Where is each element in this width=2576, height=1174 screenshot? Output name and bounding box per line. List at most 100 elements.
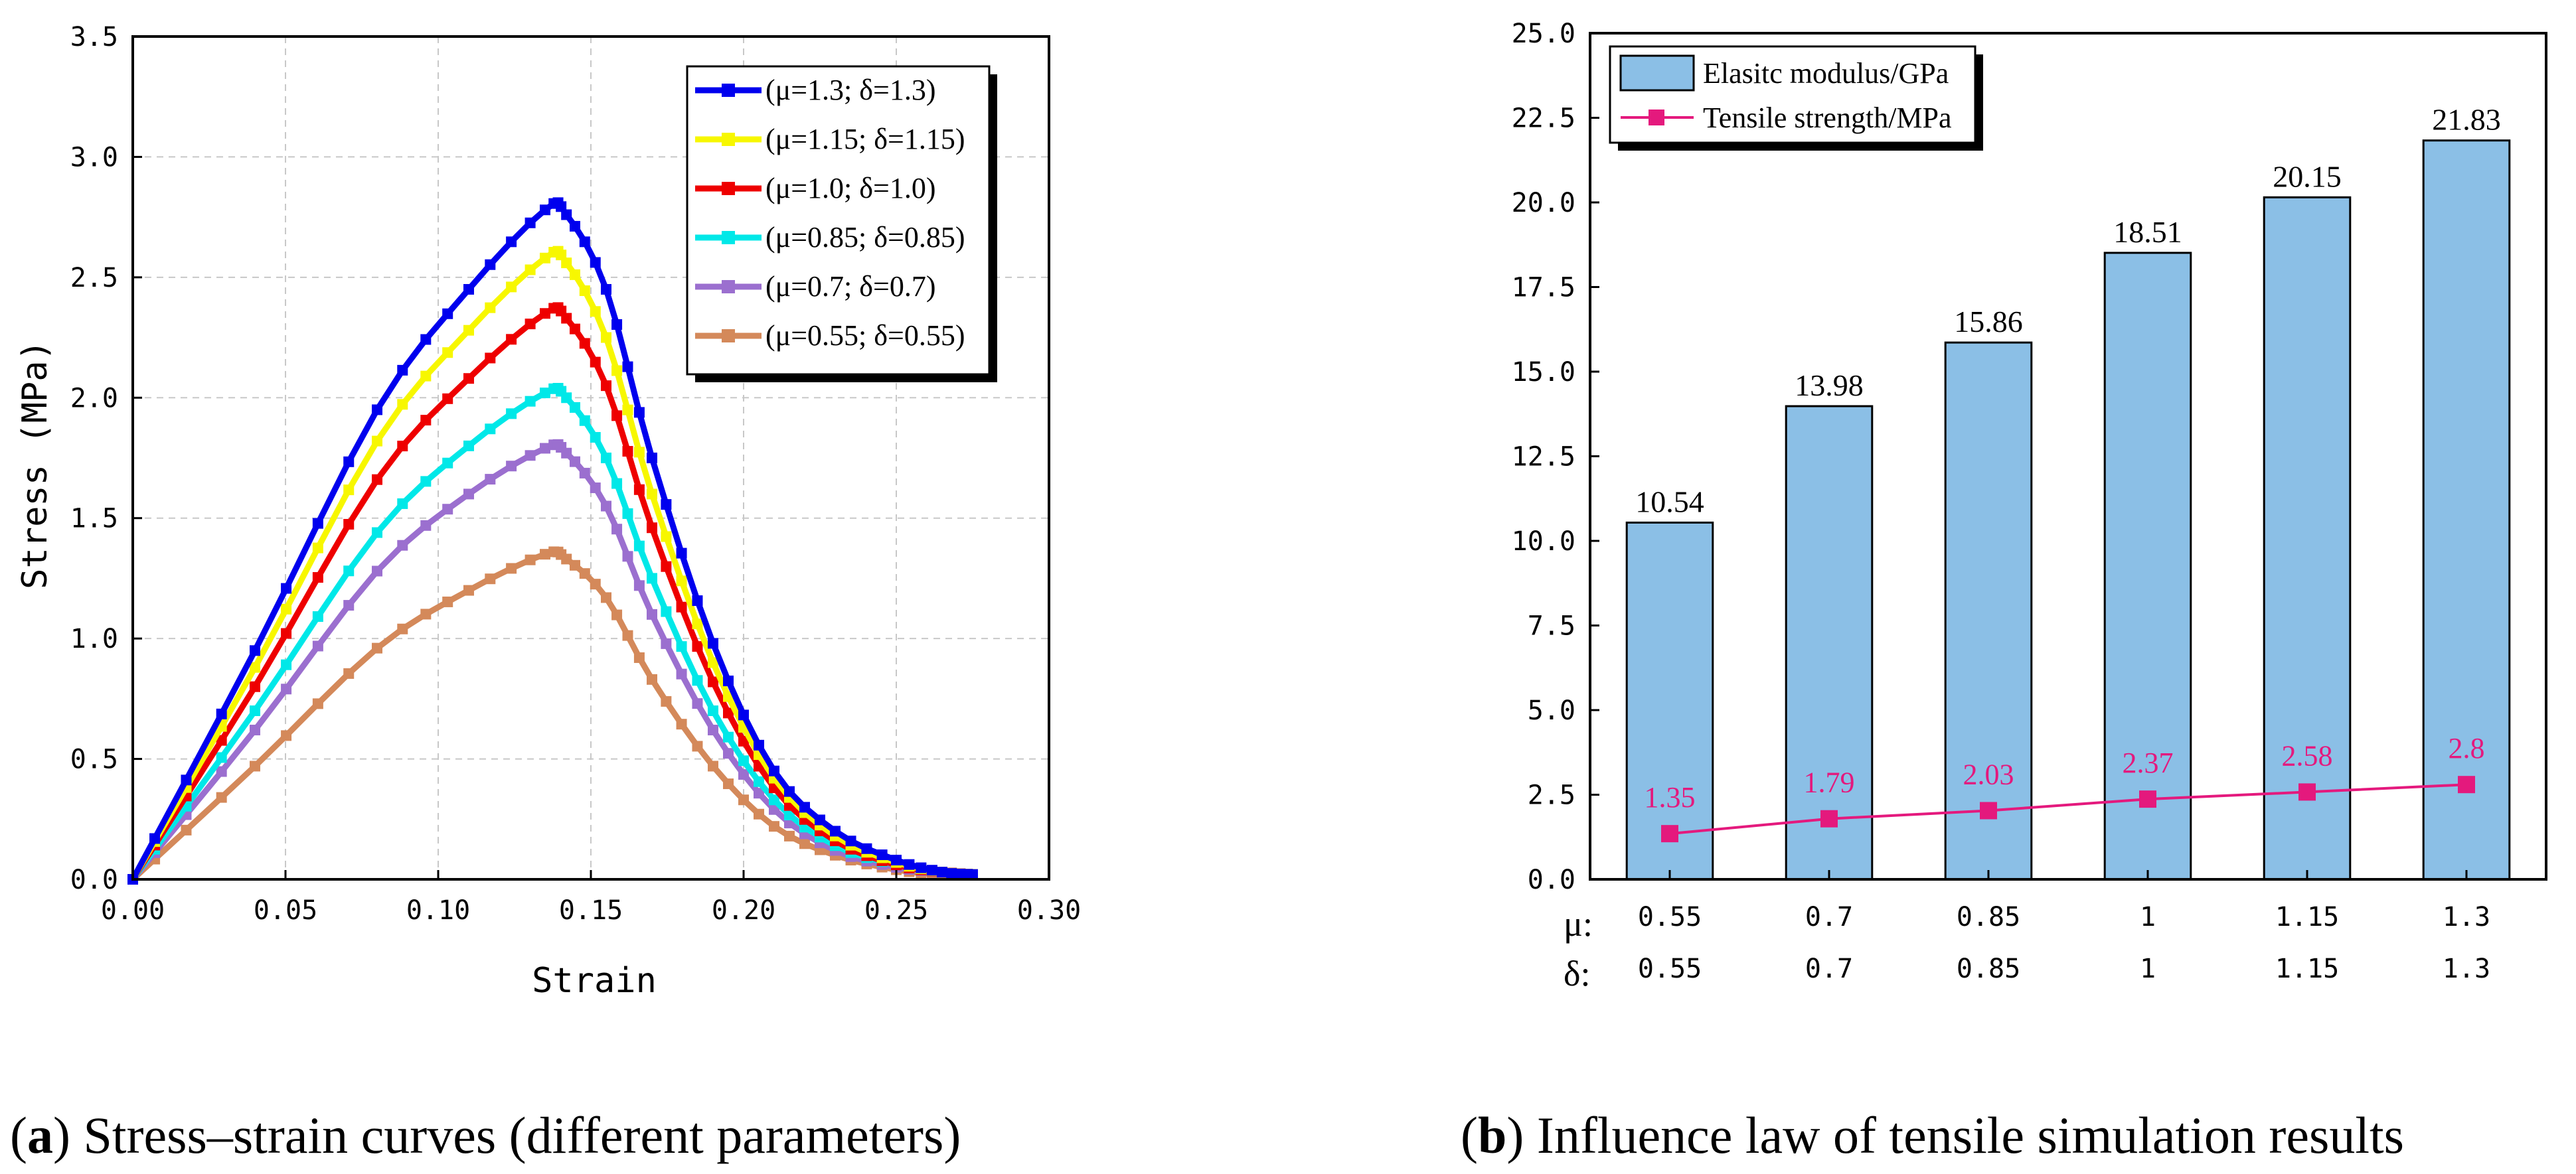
data-point-marker — [647, 488, 657, 500]
data-point-marker — [708, 657, 718, 668]
data-point-marker — [281, 603, 292, 615]
data-point-marker — [799, 802, 810, 813]
data-point-marker — [579, 338, 590, 349]
data-point-marker — [397, 540, 408, 551]
y-tick-label: 3.5 — [70, 22, 118, 52]
data-point-marker — [633, 652, 645, 663]
tensile-point-marker — [1661, 825, 1678, 843]
y-tick-label: 10.0 — [1512, 526, 1575, 557]
mu-category-label: 1.3 — [2443, 902, 2490, 932]
bar — [1944, 341, 2033, 881]
bar — [2422, 139, 2511, 881]
data-point-marker — [815, 814, 825, 826]
data-point-marker — [524, 450, 536, 461]
data-point-marker — [937, 867, 947, 878]
data-point-marker — [485, 352, 496, 364]
data-point-marker — [692, 641, 703, 652]
data-point-marker — [561, 553, 572, 565]
y-tick-label: 1.5 — [70, 504, 118, 534]
data-point-marker — [633, 580, 645, 591]
data-point-marker — [524, 319, 536, 330]
data-point-marker — [397, 623, 408, 634]
legend-swatch-marker — [1649, 110, 1664, 125]
data-point-marker — [579, 415, 590, 426]
data-point-marker — [647, 674, 657, 685]
data-point-marker — [601, 592, 611, 603]
data-point-marker — [661, 638, 672, 649]
data-point-marker — [708, 676, 718, 688]
y-tick-label: 15.0 — [1512, 357, 1575, 388]
data-point-marker — [250, 761, 260, 772]
data-point-marker — [442, 347, 453, 358]
data-point-marker — [611, 478, 623, 489]
data-point-marker — [647, 453, 657, 463]
mu-category-label: 0.85 — [1957, 902, 2020, 932]
data-point-marker — [633, 407, 645, 418]
data-point-marker — [485, 573, 496, 585]
data-point-marker — [784, 830, 795, 842]
y-tick-label: 7.5 — [1528, 611, 1575, 642]
data-point-marker — [540, 388, 550, 399]
tensile-value-label: 2.37 — [2123, 747, 2174, 779]
data-point-marker — [561, 392, 572, 404]
data-point-marker — [216, 735, 227, 746]
series-3 — [127, 382, 978, 885]
x-tick-label: 0.25 — [864, 895, 928, 926]
data-point-marker — [611, 365, 623, 376]
panel-b-tensile-line: 1.35 1.79 2.03 2.37 2.58 2.8 — [1645, 732, 2485, 843]
data-point-marker — [281, 730, 292, 741]
data-point-marker — [633, 484, 645, 495]
panel-a-series — [127, 197, 978, 885]
data-point-marker — [622, 551, 633, 562]
data-point-marker — [420, 520, 432, 531]
data-point-marker — [692, 675, 703, 686]
data-point-marker — [442, 457, 453, 469]
series-0 — [127, 197, 978, 885]
bar — [2263, 196, 2352, 881]
data-point-marker — [181, 824, 192, 836]
caption-b-text: Influence law of tensile simulation resu… — [1537, 1106, 2404, 1164]
data-point-marker — [830, 826, 841, 837]
data-point-marker — [569, 220, 580, 232]
data-point-marker — [738, 794, 749, 806]
y-tick-label: 3.0 — [70, 142, 118, 173]
data-point-marker — [622, 404, 633, 415]
data-point-marker — [485, 474, 496, 485]
delta-category-label: 1 — [2140, 954, 2156, 984]
data-point-marker — [579, 236, 590, 248]
legend-entry-label: (μ=1.3; δ=1.3) — [765, 74, 935, 106]
y-tick-label: 0.0 — [70, 865, 118, 895]
tensile-point-marker — [2139, 790, 2156, 808]
data-point-marker — [661, 499, 672, 510]
data-point-marker — [601, 332, 611, 343]
data-point-marker — [397, 399, 408, 410]
data-point-marker — [784, 810, 795, 821]
x-tick-label: 0.15 — [559, 895, 623, 926]
bar-value-label: 15.86 — [1954, 305, 2023, 338]
legend-swatch-bar — [1619, 54, 1695, 92]
data-point-marker — [784, 786, 795, 797]
panel-b-category-rows: 0.55 0.7 0.85 1 1.15 1.3 0.55 0.7 0.85 1 1.15 1.3 — [1638, 870, 2490, 984]
data-point-marker — [561, 447, 572, 459]
data-point-marker — [485, 423, 496, 435]
tensile-value-label: 1.35 — [1645, 781, 1696, 814]
data-point-marker — [540, 549, 550, 560]
data-point-marker — [754, 788, 764, 799]
data-point-marker — [633, 447, 645, 458]
data-point-marker — [506, 408, 517, 419]
data-point-marker — [861, 843, 872, 854]
data-point-marker — [442, 504, 453, 515]
data-point-marker — [463, 325, 474, 336]
data-point-marker — [622, 361, 633, 372]
panel-a-x-ticks: 0.00 0.05 0.10 0.15 0.20 0.25 0.30 — [101, 870, 1081, 926]
data-point-marker — [579, 467, 590, 478]
bar-value-label: 18.51 — [2113, 215, 2182, 249]
legend-entry-label: (μ=0.85; δ=0.85) — [765, 221, 965, 254]
data-point-marker — [569, 402, 580, 413]
data-point-marker — [611, 524, 623, 535]
data-point-marker — [561, 209, 572, 220]
series-line — [130, 385, 973, 881]
legend-entry-label: (μ=0.55; δ=0.55) — [765, 319, 965, 352]
delta-category-label: 1.3 — [2443, 954, 2490, 984]
x-tick-label: 0.30 — [1017, 895, 1081, 926]
